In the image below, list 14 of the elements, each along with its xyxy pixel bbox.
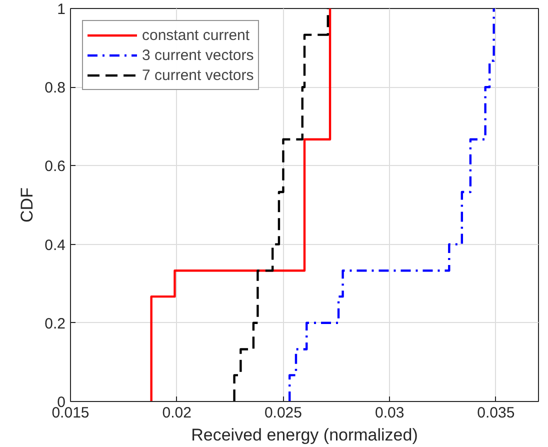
x-tick-label: 0.02	[162, 404, 192, 422]
x-axis-title: Received energy (normalized)	[191, 426, 418, 444]
legend-label: 3 current vectors	[142, 46, 254, 64]
x-tick-label: 0.025	[264, 404, 302, 422]
y-tick-label: 1	[57, 1, 66, 18]
x-tick-label: 0.03	[374, 404, 404, 422]
legend-label: constant current	[142, 26, 250, 44]
y-tick-label: 0.8	[44, 80, 66, 97]
y-axis-title: CDF	[18, 188, 37, 222]
x-tick-label: 0.035	[477, 404, 515, 422]
y-tick-label: 0.4	[44, 236, 66, 254]
y-tick-label: 0.6	[44, 158, 66, 176]
legend-label: 7 current vectors	[142, 66, 254, 84]
y-tick-label: 0.2	[44, 315, 66, 332]
